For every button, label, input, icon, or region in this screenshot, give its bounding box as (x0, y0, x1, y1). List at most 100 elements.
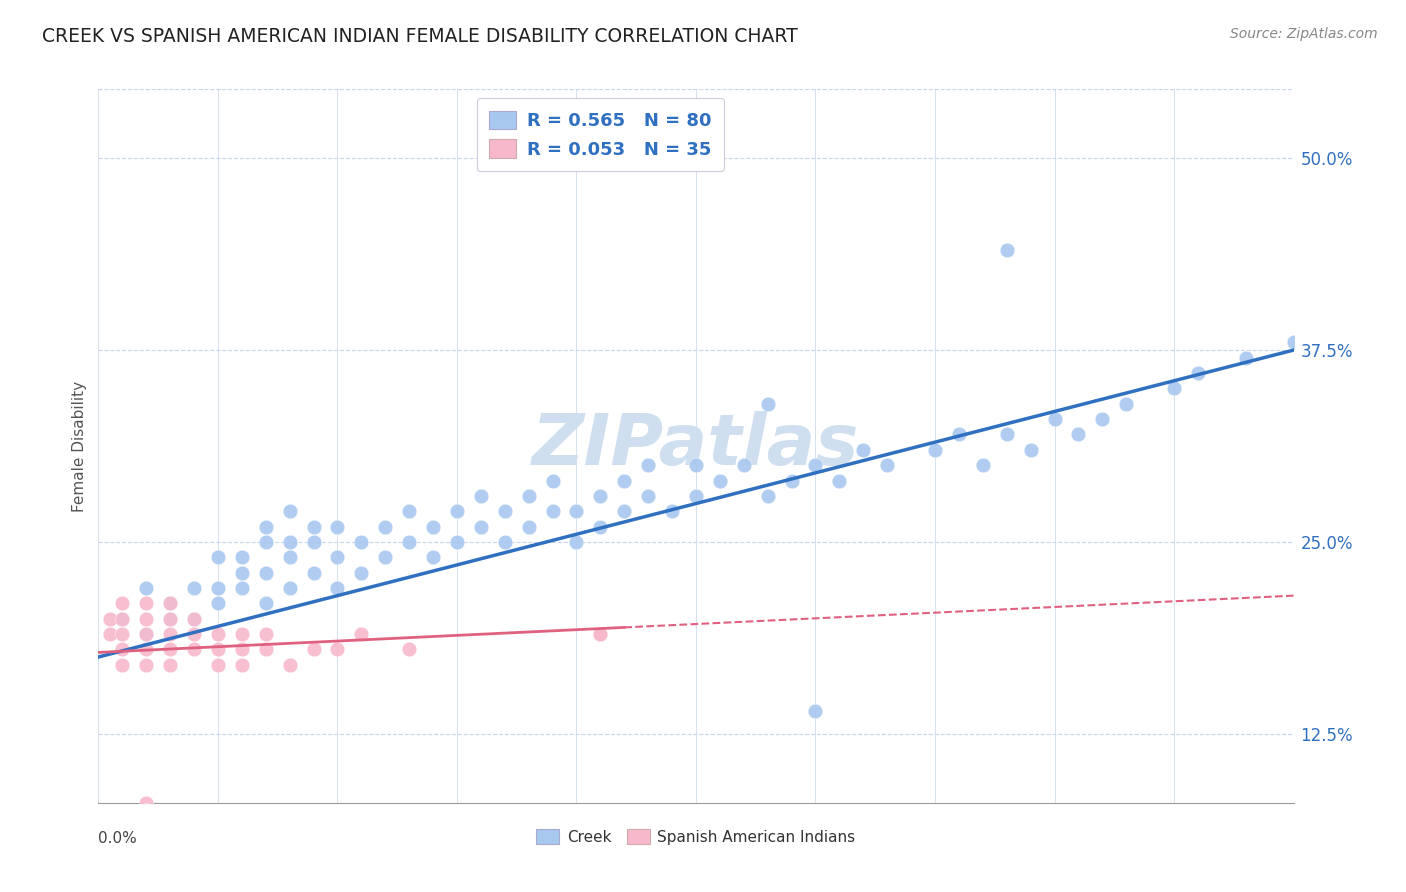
Point (613, 474, 636, 488)
Point (231, 627, 253, 641)
Point (756, 489, 779, 503)
Point (685, 489, 707, 503)
Point (111, 596, 134, 610)
Point (565, 535, 588, 549)
Point (207, 627, 229, 641)
Point (98, 627, 122, 641)
Point (685, 458, 707, 473)
Point (398, 535, 420, 549)
Point (398, 504, 420, 518)
Point (183, 642, 205, 657)
Point (565, 504, 588, 518)
Point (374, 519, 396, 533)
Point (661, 504, 683, 518)
Point (135, 596, 157, 610)
Point (183, 612, 205, 626)
Point (159, 627, 181, 641)
Point (159, 657, 181, 672)
Point (541, 474, 564, 488)
Point (1019, 442, 1042, 457)
Point (183, 627, 205, 641)
Point (135, 804, 157, 818)
Point (207, 581, 229, 595)
Point (231, 642, 253, 657)
Point (302, 535, 325, 549)
Point (254, 566, 277, 580)
Point (254, 519, 277, 533)
Point (207, 642, 229, 657)
Point (541, 504, 564, 518)
Point (494, 535, 516, 549)
Point (1234, 351, 1257, 365)
Point (254, 627, 277, 641)
Point (446, 535, 468, 549)
Point (98, 612, 122, 626)
Point (159, 612, 181, 626)
Point (302, 642, 325, 657)
Point (1043, 412, 1066, 426)
Point (111, 642, 134, 657)
Point (326, 519, 349, 533)
Point (589, 489, 612, 503)
Point (494, 504, 516, 518)
Y-axis label: Female Disability: Female Disability (72, 380, 87, 512)
Point (231, 657, 253, 672)
Point (278, 504, 301, 518)
Point (350, 535, 373, 549)
Point (804, 704, 827, 718)
Point (780, 474, 803, 488)
Point (278, 550, 301, 565)
Point (804, 458, 827, 473)
Point (1091, 412, 1114, 426)
Legend: Creek, Spanish American Indians: Creek, Spanish American Indians (529, 821, 863, 852)
Point (1067, 427, 1090, 442)
Point (254, 535, 277, 549)
Point (733, 458, 755, 473)
Text: 0.0%: 0.0% (98, 831, 138, 847)
Point (517, 519, 540, 533)
Point (111, 612, 134, 626)
Point (207, 596, 229, 610)
Point (422, 550, 444, 565)
Point (326, 642, 349, 657)
Point (111, 657, 134, 672)
Point (709, 474, 731, 488)
Point (135, 657, 157, 672)
Point (159, 612, 181, 626)
Point (995, 427, 1018, 442)
Point (398, 642, 420, 657)
Point (159, 596, 181, 610)
Point (637, 458, 659, 473)
Point (254, 642, 277, 657)
Point (422, 519, 444, 533)
Text: Source: ZipAtlas.com: Source: ZipAtlas.com (1230, 27, 1378, 41)
Point (135, 612, 157, 626)
Point (302, 519, 325, 533)
Point (350, 566, 373, 580)
Point (589, 627, 612, 641)
Point (231, 550, 253, 565)
Point (948, 427, 970, 442)
Point (111, 811, 134, 825)
Point (972, 458, 994, 473)
Point (111, 627, 134, 641)
Point (446, 504, 468, 518)
Point (135, 627, 157, 641)
Point (374, 550, 396, 565)
Point (302, 566, 325, 580)
Point (231, 566, 253, 580)
Point (135, 627, 157, 641)
Point (278, 581, 301, 595)
Point (159, 596, 181, 610)
Point (852, 442, 875, 457)
Point (613, 504, 636, 518)
Point (183, 581, 205, 595)
Point (135, 796, 157, 810)
Point (326, 581, 349, 595)
Point (1282, 335, 1305, 350)
Point (828, 474, 851, 488)
Point (470, 489, 492, 503)
Point (135, 581, 157, 595)
Point (254, 596, 277, 610)
Point (231, 581, 253, 595)
